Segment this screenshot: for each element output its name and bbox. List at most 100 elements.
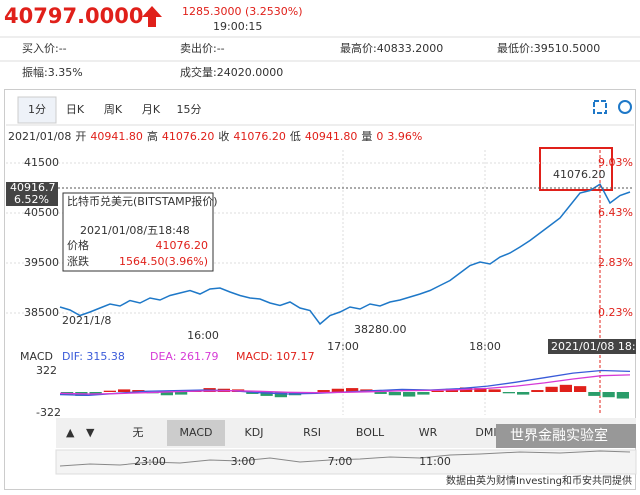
macd-bar (175, 392, 188, 395)
info-item: 3.96% (387, 130, 422, 143)
macd-title: MACD (20, 350, 53, 363)
nav-left[interactable]: ▲ (66, 426, 75, 439)
watermark-bg (496, 424, 636, 448)
macd-bar (246, 392, 259, 394)
indicator-tab[interactable]: KDJ (245, 426, 264, 439)
info-item: 低 (290, 130, 301, 143)
navigator-label: 7:00 (328, 455, 353, 468)
macd-bar (346, 388, 359, 392)
macd-label: MACD: 107.17 (236, 350, 315, 363)
high-label: 41076.20 (553, 168, 606, 181)
tooltip (62, 192, 214, 272)
macd-bar (374, 392, 387, 394)
period-tab[interactable]: 月K (142, 103, 161, 116)
fullscreen-icon[interactable] (593, 100, 607, 114)
macd-bar (132, 390, 145, 392)
macd-bar (403, 392, 416, 397)
cursor-box (548, 339, 636, 354)
indicator-tab[interactable]: BOLL (356, 426, 385, 439)
current-box (6, 182, 58, 206)
macd-bar (517, 392, 530, 395)
right-pct-label: 9.03% (598, 156, 633, 169)
info-item: 40941.80 (305, 130, 358, 143)
info-item: 高 (147, 129, 158, 143)
info-item: 0 (376, 130, 383, 143)
info-item: 40941.80 (90, 130, 143, 143)
macd-bar (388, 392, 401, 396)
tooltip-price-label: 价格 (67, 238, 89, 252)
y-tick-label: 39500 (24, 256, 59, 269)
y-tick-label: 40500 (24, 206, 59, 219)
period-tab[interactable]: 1分 (28, 103, 46, 116)
watermark: 世界金融实验室 (510, 427, 608, 444)
change: 1285.3000 (3.2530%) (182, 5, 303, 18)
macd-bar (502, 392, 515, 394)
indicator-tab[interactable]: DMI (475, 426, 496, 439)
macd-bar (574, 386, 587, 392)
macd-bar (531, 390, 544, 392)
dea-label: DEA: 261.79 (150, 350, 218, 363)
macd-bar (103, 390, 116, 392)
footer: 数据由英为财情Investing和币安共同提供 (446, 474, 632, 487)
navigator-label: 3:00 (231, 455, 256, 468)
tooltip-change-label: 涨跌 (67, 254, 89, 268)
navigator-label: 11:00 (419, 455, 451, 468)
info-item: 开 (75, 130, 86, 143)
amplitude: 振幅:3.35% (22, 65, 83, 79)
tooltip-change: 1564.50(3.96%) (119, 255, 208, 268)
info-item: 41076.20 (162, 130, 215, 143)
settings-icon[interactable] (618, 100, 632, 114)
highlight-box (539, 147, 613, 191)
tab-active (17, 96, 57, 124)
macd-bar (488, 389, 501, 392)
y-tick-label: 41500 (24, 156, 59, 169)
navigator-label: 23:00 (134, 455, 166, 468)
nav-right[interactable]: ▼ (86, 426, 95, 439)
x-label: 2021/1/8 (62, 314, 111, 327)
macd-tick: 322 (36, 364, 57, 377)
info-item: 41076.20 (233, 130, 286, 143)
period-tab[interactable]: 日K (66, 103, 85, 116)
period-tab[interactable]: 15分 (177, 103, 202, 116)
price-line (59, 183, 631, 326)
macd-bar (545, 386, 558, 392)
dif-label: DIF: 315.38 (62, 350, 125, 363)
macd-bar (602, 392, 615, 398)
right-pct-label: 0.23% (598, 306, 633, 319)
tooltip-price: 41076.20 (156, 239, 209, 252)
indicator-tab[interactable]: MACD (180, 426, 213, 439)
right-pct-label: 6.43% (598, 206, 633, 219)
indicator-tab-active (167, 420, 225, 446)
macd-bar (417, 392, 430, 395)
up-arrow (142, 6, 162, 27)
macd-bar (588, 392, 601, 396)
indicator-tab[interactable]: RSI (303, 426, 321, 439)
info-item: 收 (218, 129, 229, 143)
ask: 卖出价:-- (180, 41, 225, 55)
macd-bar (431, 390, 444, 392)
tooltip-date: 2021/01/08/五18:48 (80, 224, 190, 237)
macd-bar (160, 392, 173, 396)
dea-line (59, 374, 631, 395)
x-label: 16:00 (187, 329, 219, 342)
tooltip-title: 比特币兑美元(BITSTAMP报价) (67, 194, 218, 208)
macd-tick: -322 (36, 406, 61, 419)
low-label: 38280.00 (354, 323, 407, 336)
macd-bar (317, 390, 330, 392)
macd-bar (118, 389, 131, 392)
indicator-tab[interactable]: WR (419, 426, 438, 439)
info-item: 量 (361, 130, 372, 143)
indicator-tab[interactable]: 无 (133, 426, 144, 439)
bid: 买入价:-- (22, 42, 67, 55)
time: 19:00:15 (213, 20, 262, 33)
macd-bar (559, 384, 572, 392)
price: 40797.0000 (4, 4, 143, 28)
macd-bar (274, 392, 287, 398)
x-label: 17:00 (327, 340, 359, 353)
macd-bar (89, 392, 102, 394)
right-pct-label: 2.83% (598, 256, 633, 269)
macd-bar (260, 392, 273, 396)
period-tab[interactable]: 周K (104, 103, 123, 116)
macd-bar (331, 388, 344, 392)
